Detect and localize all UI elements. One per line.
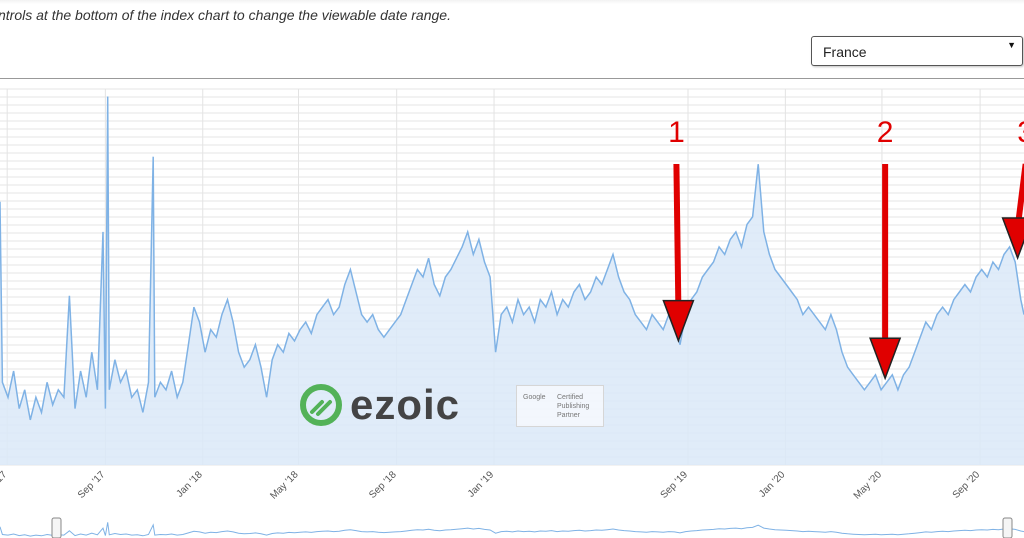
x-tick-label: Sep '19 xyxy=(659,469,691,501)
annotation-arrow-head xyxy=(869,337,902,381)
x-tick-label: Sep '18 xyxy=(367,469,399,501)
ezoic-logo-icon xyxy=(300,384,342,426)
x-tick-label: Sep '20 xyxy=(951,469,983,501)
badge-google: Google xyxy=(523,394,546,401)
trend-area xyxy=(0,96,1024,465)
range-navigator[interactable] xyxy=(0,515,1024,538)
google-partner-badge: Google Certified Publishing Partner xyxy=(516,385,604,427)
x-tick-label: May '17 xyxy=(0,469,10,502)
range-handle-left[interactable] xyxy=(51,517,62,538)
x-axis: May '17 Sep '17 Jan '18 May '18 Sep '18 Jan '… xyxy=(0,469,983,502)
annotation-2: 2 xyxy=(869,116,902,381)
x-tick-label: Jan '19 xyxy=(466,469,497,500)
x-tick-label: May '18 xyxy=(268,469,301,502)
top-divider xyxy=(0,0,1024,4)
ezoic-logo: ezoic xyxy=(300,384,460,426)
instructions-text: ntrols at the bottom of the index chart … xyxy=(0,7,451,23)
range-handle-right[interactable] xyxy=(1002,517,1013,538)
country-select-value: France xyxy=(823,44,867,60)
annotation-3: 3 xyxy=(1001,116,1024,261)
annotation-number: 1 xyxy=(668,116,685,149)
x-tick-label: Jan '20 xyxy=(757,469,788,500)
annotation-1: 1 xyxy=(662,116,695,343)
country-select[interactable]: France ▼ xyxy=(811,36,1023,66)
ezoic-wordmark: ezoic xyxy=(350,381,461,428)
badge-line3: Partner xyxy=(557,412,580,419)
annotation-arrow-head xyxy=(662,299,695,343)
chevron-down-icon: ▼ xyxy=(1007,40,1016,50)
annotation-number: 3 xyxy=(1017,116,1024,149)
annotation-number: 2 xyxy=(877,116,894,149)
x-tick-label: Jan '18 xyxy=(174,469,205,500)
annotation-arrow-head xyxy=(1001,217,1024,261)
x-tick-label: May '20 xyxy=(852,469,885,502)
annotations: 1 2 3 xyxy=(662,116,1024,381)
chart-top-border xyxy=(0,78,1024,79)
x-tick-label: Sep '17 xyxy=(76,469,108,501)
trend-line xyxy=(0,96,1024,421)
badge-line1: Certified xyxy=(557,394,584,401)
trend-chart[interactable]: May '17 Sep '17 Jan '18 May '18 Sep '18 Jan '… xyxy=(0,79,1024,515)
badge-line2: Publishing xyxy=(557,403,590,410)
navigator-series xyxy=(0,522,1024,537)
annotation-arrow-shaft xyxy=(673,163,682,311)
